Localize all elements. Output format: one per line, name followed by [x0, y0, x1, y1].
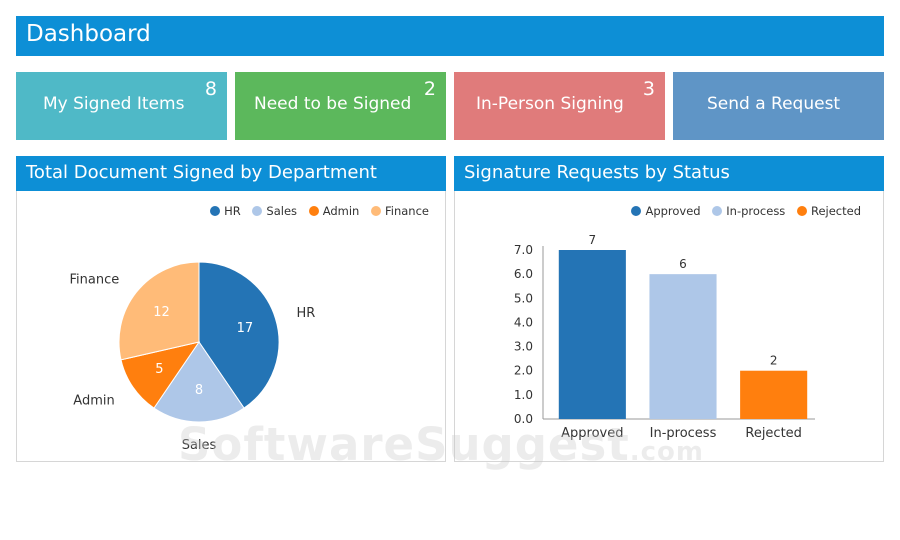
tile-in-person-signing[interactable]: In-Person Signing 3 — [454, 72, 665, 140]
legend-item[interactable]: Sales — [252, 204, 297, 218]
watermark-suffix: .com — [629, 437, 705, 467]
panel-documents-by-department: Total Document Signed by Department HR S… — [16, 156, 446, 462]
legend-label: Admin — [322, 204, 360, 218]
legend-swatch — [796, 206, 807, 216]
tile-label: Need to be Signed — [254, 94, 412, 114]
legend-swatch — [308, 206, 319, 216]
tile-need-to-be-signed[interactable]: Need to be Signed 2 — [235, 72, 446, 140]
x-tick-label: Rejected — [745, 426, 802, 441]
bar-chart: 0.0 1.0 2.0 3.0 4.0 5.0 6.0 7.0 7 Approved 6 In-pro… — [514, 233, 815, 441]
x-tick-label: Approved — [561, 426, 623, 441]
tile-label: My Signed Items — [43, 94, 185, 114]
pie-slice-finance[interactable] — [118, 261, 200, 361]
pie-category-label: HR — [296, 306, 315, 321]
pie-slice-admin[interactable] — [120, 341, 201, 409]
pie-category-label: Finance — [70, 272, 120, 287]
panel-header: Signature Requests by Status — [454, 156, 884, 191]
x-tick-label: In-process — [650, 426, 717, 441]
y-tick-label: 7.0 — [514, 243, 533, 257]
pie-value-label: 8 — [195, 383, 203, 398]
y-tick-label: 6.0 — [514, 267, 533, 281]
legend-item[interactable]: Rejected — [796, 204, 861, 218]
pie-value-label: 5 — [155, 362, 163, 377]
bar-value-label: 6 — [679, 257, 687, 271]
tile-label: In-Person Signing — [476, 94, 624, 114]
legend-label: In-process — [726, 204, 786, 218]
legend-item[interactable]: HR — [210, 204, 241, 218]
panel-header: Total Document Signed by Department — [16, 156, 446, 191]
bar-in-process[interactable] — [649, 274, 717, 419]
watermark: SoftwareSuggest.com — [178, 418, 704, 471]
legend-swatch — [631, 206, 642, 216]
legend-label: Sales — [266, 204, 298, 218]
legend-swatch — [252, 206, 263, 216]
bar-legend: Approved In-process Rejected — [623, 204, 861, 218]
y-tick-label: 0.0 — [514, 412, 533, 426]
legend-label: Approved — [645, 204, 701, 218]
pie-category-label: Sales — [182, 438, 217, 453]
y-tick-label: 4.0 — [514, 315, 533, 329]
tile-count: 3 — [642, 78, 655, 100]
pie-slice-hr[interactable] — [198, 261, 280, 409]
tile-count: 2 — [423, 78, 436, 100]
panel-title: Signature Requests by Status — [464, 162, 730, 183]
legend-item[interactable]: Approved — [631, 204, 701, 218]
bar-rejected[interactable] — [740, 370, 808, 419]
pie-slice-sales[interactable] — [153, 341, 245, 423]
tile-send-a-request[interactable]: Send a Request — [673, 72, 884, 140]
legend-item[interactable]: In-process — [712, 204, 785, 218]
legend-label: HR — [224, 204, 241, 218]
dashboard-header: Dashboard — [16, 16, 884, 56]
bar-value-label: 2 — [770, 354, 778, 368]
tile-my-signed-items[interactable]: My Signed Items 8 — [16, 72, 227, 140]
pie-value-label: 17 — [237, 321, 254, 336]
legend-label: Rejected — [810, 204, 861, 218]
legend-item[interactable]: Finance — [371, 204, 429, 218]
legend-swatch — [712, 206, 723, 216]
panel-title: Total Document Signed by Department — [26, 162, 377, 183]
pie-category-label: Admin — [73, 393, 114, 408]
panel-requests-by-status: Signature Requests by Status Approved In… — [454, 156, 884, 462]
y-tick-label: 3.0 — [514, 340, 533, 354]
pie-value-label: 12 — [153, 305, 170, 320]
pie-legend: HR Sales Admin Finance — [202, 204, 429, 218]
watermark-text: SoftwareSuggest — [178, 418, 630, 471]
y-tick-label: 5.0 — [514, 291, 533, 305]
tile-count: 8 — [204, 78, 217, 100]
legend-label: Finance — [385, 204, 429, 218]
bar-value-label: 7 — [589, 233, 597, 247]
pie-chart: 17 HR 8 Sales 5 Admin 12 Finance — [70, 261, 315, 453]
y-tick-label: 1.0 — [514, 388, 533, 402]
tile-label: Send a Request — [707, 94, 841, 114]
legend-swatch — [210, 206, 221, 216]
legend-item[interactable]: Admin — [308, 204, 360, 218]
y-tick-label: 2.0 — [514, 364, 533, 378]
page-title: Dashboard — [26, 21, 151, 47]
bar-approved[interactable] — [558, 250, 626, 419]
legend-swatch — [371, 206, 381, 216]
